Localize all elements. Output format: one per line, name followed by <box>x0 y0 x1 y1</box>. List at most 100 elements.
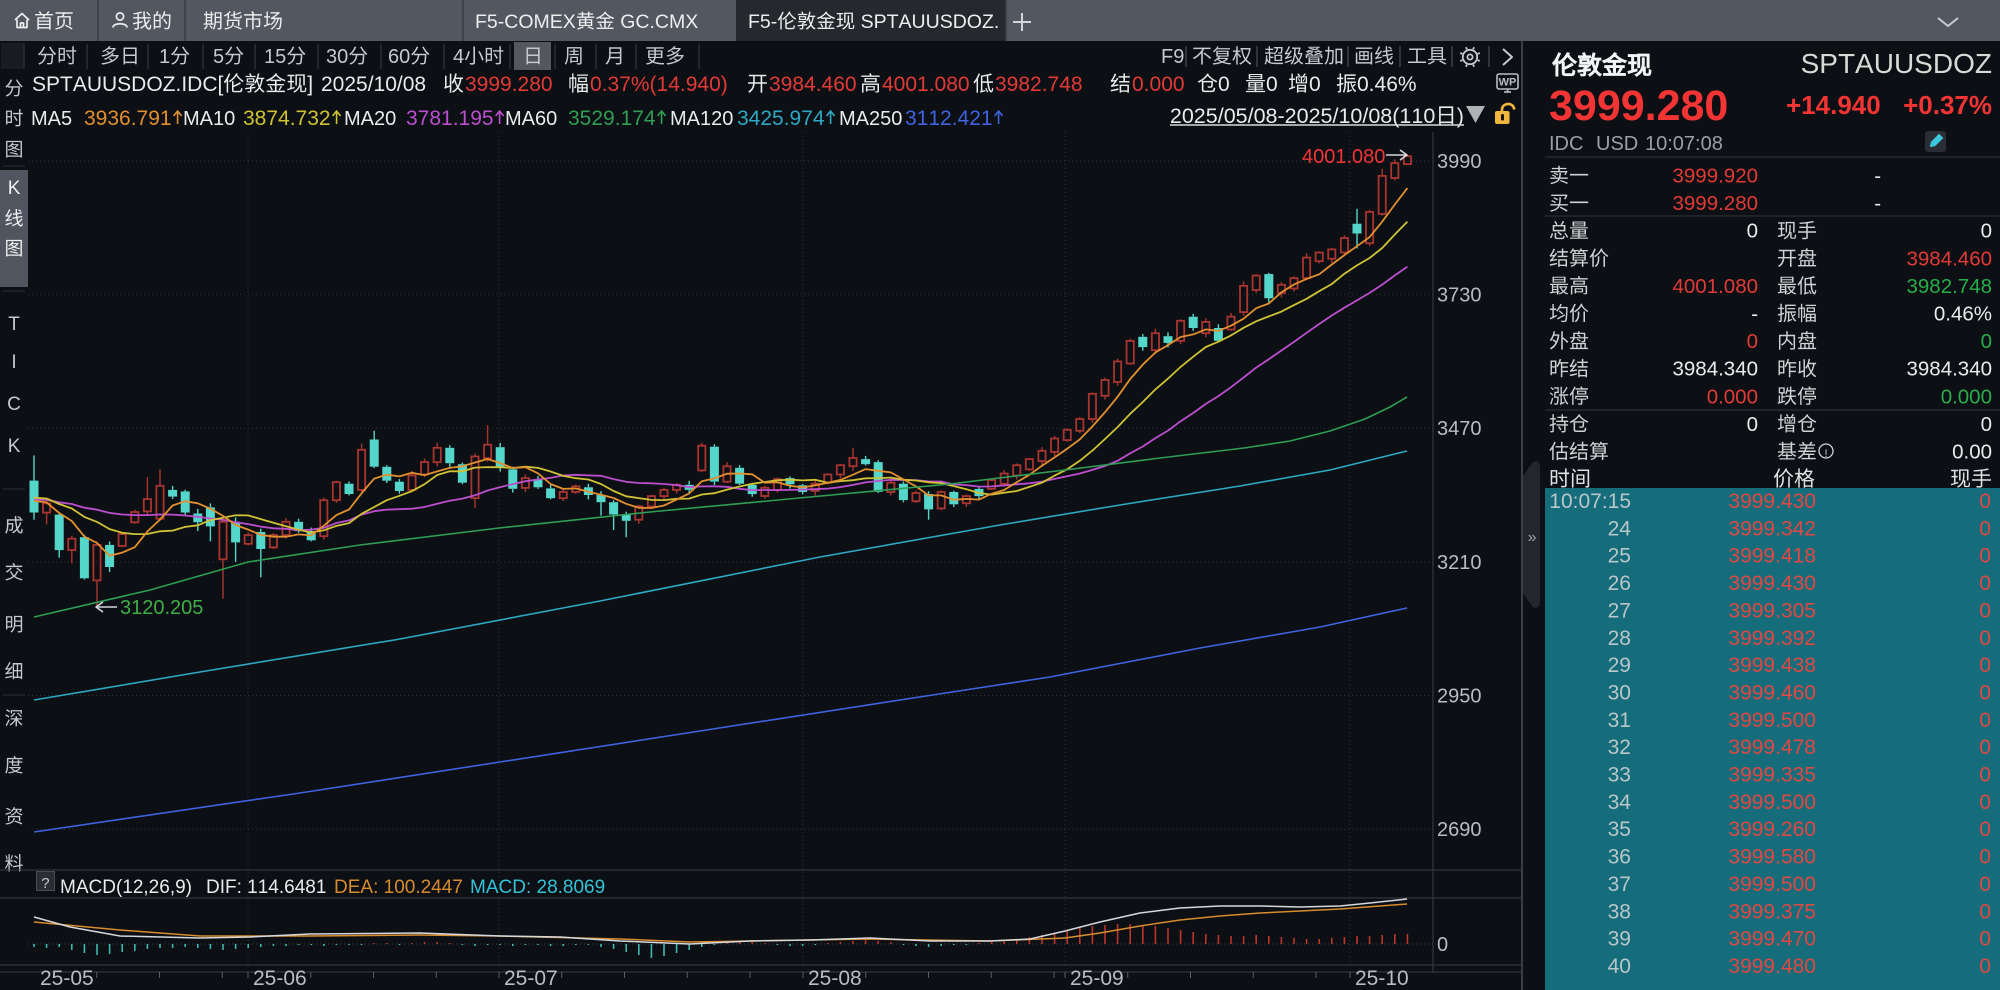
svg-text:): ) <box>1457 104 1464 128</box>
svg-text:0: 0 <box>1981 413 1992 436</box>
svg-text:25-09: 25-09 <box>1070 967 1124 990</box>
svg-text:»: » <box>1528 529 1537 546</box>
svg-text:31: 31 <box>1608 709 1631 732</box>
svg-text:MACD(12,26,9): MACD(12,26,9) <box>60 877 192 898</box>
svg-text:3999.305: 3999.305 <box>1728 599 1816 622</box>
svg-text:F5-COMEX: F5-COMEX <box>475 11 576 33</box>
svg-text:0: 0 <box>1747 220 1758 243</box>
svg-text:3999.460: 3999.460 <box>1728 682 1816 705</box>
svg-text:0: 0 <box>1981 220 1992 243</box>
svg-text:3999.335: 3999.335 <box>1728 764 1816 787</box>
svg-text:0: 0 <box>1979 764 1991 787</box>
svg-text:1: 1 <box>159 46 170 68</box>
svg-text:3999.280: 3999.280 <box>1549 82 1728 130</box>
svg-text:0.00: 0.00 <box>1952 441 1992 464</box>
svg-text:0.000: 0.000 <box>1132 73 1185 96</box>
svg-text:3999.438: 3999.438 <box>1728 654 1816 677</box>
svg-text:4001.080: 4001.080 <box>882 73 970 96</box>
svg-text:3999.500: 3999.500 <box>1728 791 1816 814</box>
svg-text:3999.480: 3999.480 <box>1728 955 1816 978</box>
svg-text:29: 29 <box>1608 654 1631 677</box>
svg-text:3999.920: 3999.920 <box>1673 165 1759 188</box>
svg-text:2950: 2950 <box>1437 686 1482 708</box>
svg-text:15: 15 <box>264 46 286 68</box>
svg-text:0: 0 <box>1979 490 1991 513</box>
svg-text:3730: 3730 <box>1437 285 1482 307</box>
svg-text:0: 0 <box>1979 928 1991 951</box>
svg-text:]: ] <box>307 73 313 96</box>
svg-text:0: 0 <box>1747 413 1758 436</box>
svg-text:0.000: 0.000 <box>1941 385 1992 408</box>
svg-text:0.46%: 0.46% <box>1357 73 1417 96</box>
svg-text:F5-: F5- <box>748 11 777 33</box>
svg-text:3999.392: 3999.392 <box>1728 627 1816 650</box>
svg-text:3112.421: 3112.421 <box>905 107 993 130</box>
svg-text:27: 27 <box>1608 599 1631 622</box>
svg-text:32: 32 <box>1608 736 1631 759</box>
svg-text:3984.340: 3984.340 <box>1673 358 1759 381</box>
svg-text:0: 0 <box>1979 517 1991 540</box>
svg-text:2025/05/08-2025/10/08(110: 2025/05/08-2025/10/08(110 <box>1170 104 1435 128</box>
svg-text:25-08: 25-08 <box>808 967 862 990</box>
svg-text:0: 0 <box>1979 599 1991 622</box>
svg-text:?: ? <box>41 875 49 892</box>
svg-text:25: 25 <box>1608 545 1631 568</box>
svg-text:3999.280: 3999.280 <box>465 73 553 96</box>
svg-text:10:07:15: 10:07:15 <box>1549 490 1631 513</box>
svg-text:DIF: 114.6481: DIF: 114.6481 <box>206 877 326 898</box>
svg-text:3999.470: 3999.470 <box>1728 928 1816 951</box>
svg-text:4001.080: 4001.080 <box>1302 146 1385 168</box>
svg-text:35: 35 <box>1608 818 1631 841</box>
svg-text:3982.748: 3982.748 <box>1907 275 1993 298</box>
svg-text:3781.195: 3781.195 <box>406 107 494 130</box>
svg-text:0.000: 0.000 <box>1707 385 1758 408</box>
svg-text:SPTAUUSDOZ.IDC[: SPTAUUSDOZ.IDC[ <box>32 73 224 96</box>
svg-text:MA5: MA5 <box>31 108 72 130</box>
svg-text:0: 0 <box>1437 934 1448 956</box>
svg-text:3470: 3470 <box>1437 418 1482 440</box>
svg-text:4: 4 <box>453 46 464 68</box>
svg-text:25-05: 25-05 <box>40 967 94 990</box>
svg-text:0: 0 <box>1979 654 1991 677</box>
svg-text:25-07: 25-07 <box>504 967 558 990</box>
svg-text:37: 37 <box>1608 873 1631 896</box>
svg-text:MA250: MA250 <box>839 108 902 130</box>
svg-text:3999.580: 3999.580 <box>1728 846 1816 869</box>
svg-text:0: 0 <box>1747 330 1758 353</box>
svg-text:0: 0 <box>1218 73 1230 96</box>
svg-text:-: - <box>1874 192 1881 215</box>
svg-text:3984.460: 3984.460 <box>1907 247 1993 270</box>
svg-text:K: K <box>8 436 21 457</box>
svg-text:T: T <box>8 314 20 335</box>
svg-text:36: 36 <box>1608 846 1631 869</box>
svg-text:3999.280: 3999.280 <box>1673 192 1759 215</box>
svg-text:3982.748: 3982.748 <box>995 73 1083 96</box>
svg-text:3990: 3990 <box>1437 151 1482 173</box>
svg-text:2690: 2690 <box>1437 819 1482 841</box>
svg-text:3999.375: 3999.375 <box>1728 900 1816 923</box>
svg-text:USD: USD <box>1596 133 1638 155</box>
svg-text:I: I <box>11 352 16 373</box>
svg-text:3425.974: 3425.974 <box>737 107 825 130</box>
svg-text:0: 0 <box>1979 846 1991 869</box>
svg-text:MA120: MA120 <box>670 108 733 130</box>
svg-text:0: 0 <box>1979 791 1991 814</box>
svg-text:3529.174: 3529.174 <box>568 107 656 130</box>
svg-text:K: K <box>8 178 21 199</box>
svg-text:MA10: MA10 <box>183 108 235 130</box>
svg-text:3999.500: 3999.500 <box>1728 873 1816 896</box>
svg-text:SPTAUUSDOZ: SPTAUUSDOZ <box>1801 48 1992 79</box>
svg-text:40: 40 <box>1608 955 1631 978</box>
svg-text:3999.260: 3999.260 <box>1728 818 1816 841</box>
svg-text:10:07:08: 10:07:08 <box>1645 133 1723 155</box>
svg-text:0.37%(14.940): 0.37%(14.940) <box>590 73 728 96</box>
svg-text:33: 33 <box>1608 764 1631 787</box>
svg-text:30: 30 <box>326 46 348 68</box>
svg-text:26: 26 <box>1608 572 1631 595</box>
svg-text:-: - <box>1751 303 1758 326</box>
svg-text:25-10: 25-10 <box>1355 967 1409 990</box>
svg-text:24: 24 <box>1608 517 1632 540</box>
svg-text:MA20: MA20 <box>344 108 396 130</box>
svg-text:0: 0 <box>1979 900 1991 923</box>
svg-text:0: 0 <box>1979 627 1991 650</box>
